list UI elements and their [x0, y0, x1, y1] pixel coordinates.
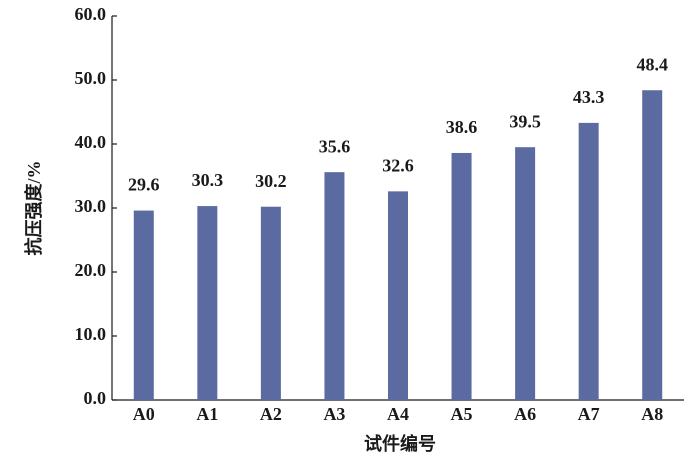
x-tick-label: A5 [451, 404, 473, 424]
value-label: 38.6 [446, 117, 478, 137]
x-tick-label: A4 [387, 404, 409, 424]
value-label: 43.3 [573, 87, 605, 107]
x-tick-label: A6 [514, 404, 536, 424]
value-label: 39.5 [509, 111, 541, 131]
y-tick-label: 10.0 [75, 324, 107, 344]
value-label: 30.3 [192, 170, 224, 190]
x-tick-label: A8 [641, 404, 663, 424]
bar [578, 122, 599, 400]
bar [260, 206, 281, 400]
bar [388, 191, 408, 400]
y-tick-label: 20.0 [75, 260, 107, 280]
y-tick-label: 40.0 [75, 132, 107, 152]
x-tick-label: A1 [196, 404, 218, 424]
value-label: 48.4 [636, 54, 668, 74]
x-tick-label: A3 [323, 404, 345, 424]
value-label: 35.6 [319, 136, 351, 156]
y-axis-label: 抗压强度/% [23, 160, 44, 255]
x-tick-label: A2 [260, 404, 282, 424]
value-label: 32.6 [382, 155, 414, 175]
bar [515, 147, 536, 400]
bar [642, 90, 663, 401]
y-tick-label: 60.0 [75, 4, 107, 24]
x-tick-label: A7 [578, 404, 600, 424]
bar [197, 206, 218, 400]
x-tick-label: A0 [133, 404, 155, 424]
x-axis-label: 试件编号 [364, 433, 436, 454]
y-tick-label: 0.0 [84, 388, 107, 408]
value-label: 29.6 [128, 175, 160, 195]
bar [133, 210, 154, 400]
y-tick-label: 30.0 [75, 196, 107, 216]
bar [451, 152, 472, 400]
y-tick-label: 50.0 [75, 68, 107, 88]
bar [324, 172, 345, 400]
value-label: 30.2 [255, 171, 287, 191]
